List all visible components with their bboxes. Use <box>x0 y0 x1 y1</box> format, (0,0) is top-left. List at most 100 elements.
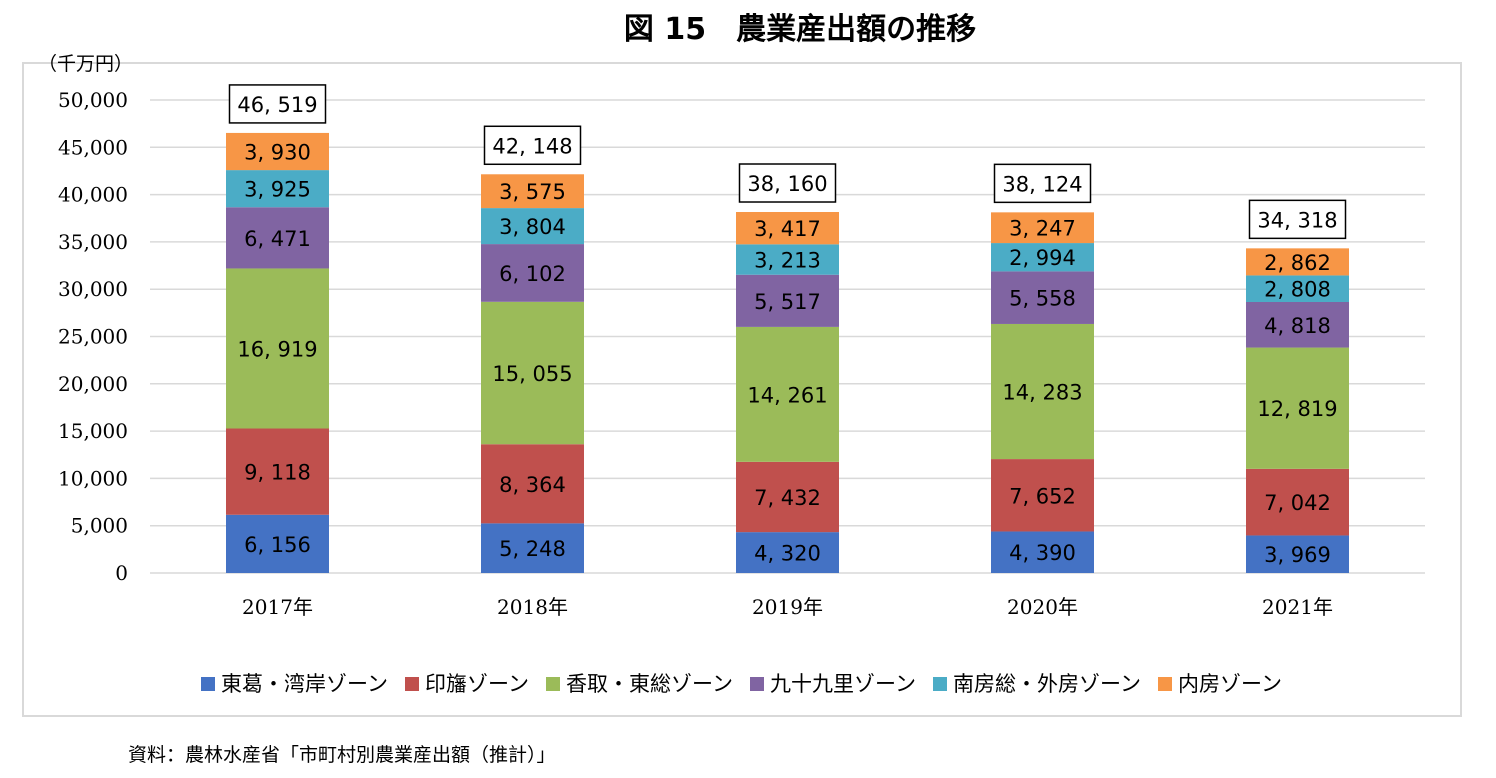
data-label: 14, 261 <box>747 383 827 407</box>
bar-segment <box>736 461 839 533</box>
legend-entry: 南房総・外房ゾーン <box>953 672 1141 696</box>
y-tick-label: 25,000 <box>58 325 128 349</box>
data-label: 5, 517 <box>754 290 821 314</box>
x-tick-label: 2019年 <box>752 595 823 619</box>
legend-swatch <box>201 677 215 691</box>
bar-segment <box>991 531 1094 573</box>
total-label: 34, 318 <box>1257 208 1337 232</box>
source-note: 資料：農林水産省「市町村別農業産出額（推計）」 <box>128 744 556 766</box>
data-label: 4, 818 <box>1264 314 1331 338</box>
total-label: 38, 160 <box>747 172 827 196</box>
y-tick-label: 45,000 <box>58 135 128 159</box>
legend-swatch <box>750 677 764 691</box>
y-tick-label: 40,000 <box>58 183 128 207</box>
data-label: 5, 558 <box>1009 287 1076 311</box>
bar-segment <box>226 132 329 171</box>
bar-segment <box>226 207 329 269</box>
data-label: 2, 862 <box>1264 251 1331 275</box>
total-box <box>993 163 1092 204</box>
total-box <box>1248 199 1347 240</box>
data-label: 16, 919 <box>237 337 317 361</box>
data-label: 15, 055 <box>492 362 572 386</box>
data-label: 8, 364 <box>499 473 566 497</box>
bar-segment <box>226 268 329 429</box>
bar-segment <box>736 532 839 573</box>
bar-segment <box>481 244 584 302</box>
bar-segment <box>481 208 584 245</box>
bar-segment <box>226 514 329 573</box>
data-label: 6, 471 <box>244 227 311 251</box>
x-tick-label: 2020年 <box>1007 595 1078 619</box>
legend-swatch <box>933 677 947 691</box>
y-tick-label: 35,000 <box>58 230 128 254</box>
data-label: 5, 248 <box>499 537 566 561</box>
x-tick-label: 2017年 <box>242 595 313 619</box>
y-tick-label: 30,000 <box>58 277 128 301</box>
total-box <box>483 125 582 166</box>
bar-segment <box>991 459 1094 532</box>
data-label: 7, 042 <box>1264 491 1331 515</box>
total-labels: 46, 519 42, 148 38, 160 38, 124 34, 318 <box>228 84 1347 240</box>
bar-segment <box>481 174 584 209</box>
total-label: 46, 519 <box>237 93 317 117</box>
legend-entry: 香取・東総ゾーン <box>566 672 733 696</box>
data-labels: 6, 156 9, 118 16, 919 6, 471 3, 925 3, 930 5, … <box>237 141 1337 568</box>
bar-segment <box>991 212 1094 244</box>
chart-title: 図 15 農業産出額の推移 <box>623 12 977 47</box>
bar-segment <box>226 170 329 208</box>
data-label: 3, 575 <box>499 180 566 204</box>
y-tick-label: 20,000 <box>58 372 128 396</box>
legend-entry: 九十九里ゾーン <box>770 672 916 696</box>
data-label: 2, 808 <box>1264 278 1331 302</box>
y-tick-label: 15,000 <box>58 419 128 443</box>
legend-entry: 東葛・湾岸ゾーン <box>221 672 388 696</box>
bar-segment <box>736 244 839 275</box>
data-label: 6, 156 <box>244 533 311 557</box>
bar-segment <box>736 212 839 245</box>
data-label: 7, 432 <box>754 486 821 510</box>
bar-segment <box>226 428 329 515</box>
data-label: 12, 819 <box>1257 397 1337 421</box>
data-label: 3, 930 <box>244 141 311 165</box>
legend: 東葛・湾岸ゾーン 印旛ゾーン 香取・東総ゾーン 九十九里ゾーン 南房総・外房ゾーン 内房ゾ… <box>201 672 1282 696</box>
bar-segment <box>1246 275 1349 302</box>
x-tick-label: 2021年 <box>1262 595 1333 619</box>
y-tick-label: 50,000 <box>58 88 128 112</box>
data-label: 14, 283 <box>1002 381 1082 405</box>
data-label: 6, 102 <box>499 262 566 286</box>
bar-segment <box>736 274 839 327</box>
legend-swatch <box>546 677 560 691</box>
data-label: 3, 247 <box>1009 217 1076 241</box>
bar-segment <box>1246 248 1349 276</box>
legend-swatch <box>405 677 419 691</box>
data-label: 3, 213 <box>754 249 821 273</box>
data-label: 4, 320 <box>754 542 821 566</box>
data-label: 3, 417 <box>754 217 821 241</box>
bar-segment <box>1246 468 1349 536</box>
chart-frame <box>22 62 1462 717</box>
bar-segment <box>991 243 1094 272</box>
data-label: 4, 390 <box>1009 541 1076 565</box>
bars <box>226 132 1349 573</box>
legend-entry: 印旛ゾーン <box>425 672 529 696</box>
data-label: 9, 118 <box>244 461 311 485</box>
legend-entry: 内房ゾーン <box>1178 672 1282 696</box>
x-tick-label: 2018年 <box>497 595 568 619</box>
bar-segment <box>481 301 584 445</box>
data-label: 3, 969 <box>1264 543 1331 567</box>
bar-segment <box>1246 347 1349 469</box>
total-box <box>228 84 327 124</box>
bar-segment <box>1246 535 1349 573</box>
stacked-bar-chart: 0 5,000 10,000 15,000 20,000 25,000 30,000 35,0… <box>38 53 1425 696</box>
data-label: 7, 652 <box>1009 484 1076 508</box>
y-axis-label: （千万円） <box>38 53 133 75</box>
y-tick-label: 5,000 <box>71 514 128 538</box>
total-box <box>738 163 837 203</box>
bar-segment <box>1246 301 1349 348</box>
y-tick-label: 0 <box>115 561 128 585</box>
total-label: 38, 124 <box>1002 172 1082 196</box>
data-label: 3, 925 <box>244 178 311 202</box>
bar-segment <box>991 271 1094 324</box>
bar-segment <box>481 523 584 573</box>
total-label: 42, 148 <box>492 134 572 158</box>
